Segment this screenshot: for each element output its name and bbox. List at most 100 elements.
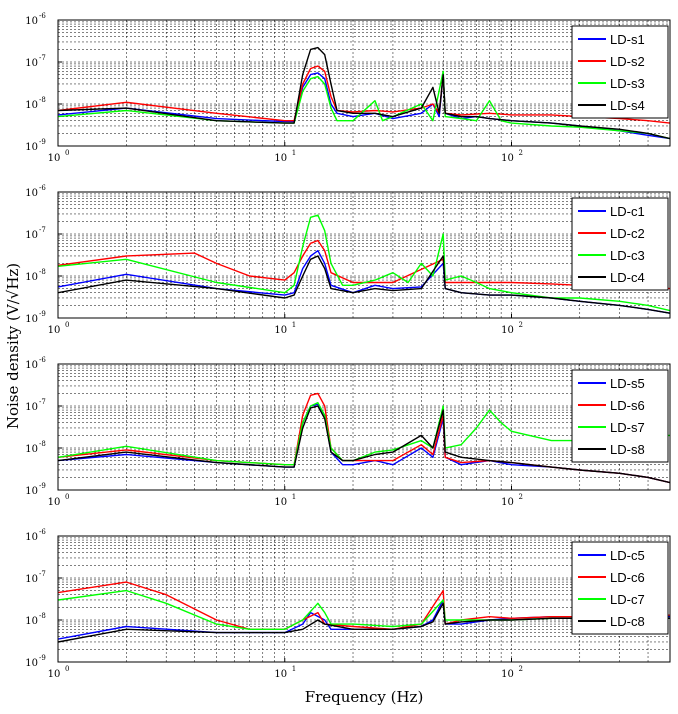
legend: LD-s5 LD-s6 LD-s7 LD-s8 — [571, 369, 669, 463]
series-group — [58, 581, 670, 643]
y-tick-label: 10 — [25, 314, 38, 325]
plot-frame — [57, 19, 671, 147]
y-tick-exponent: -7 — [39, 570, 46, 578]
x-tick-exponent: 0 — [65, 665, 69, 673]
series-line-LD-s8 — [58, 405, 670, 484]
chart-panel-2: 10 0 10 1 10 210 -910 -810 -710 -6LD-c1LD-c2LD-c3… — [25, 184, 671, 336]
y-tick-label: 10 — [25, 360, 38, 371]
legend-label: LD-c5 — [610, 548, 645, 563]
legend-label: LD-c7 — [610, 592, 645, 607]
y-tick-exponent: -9 — [39, 654, 46, 662]
y-tick-label: 10 — [25, 100, 38, 111]
grid — [58, 192, 670, 318]
legend: LD-c1 LD-c2 LD-c3 LD-c4 — [571, 197, 669, 291]
y-tick-label: 10 — [25, 658, 38, 669]
legend-box — [571, 25, 669, 119]
legend-label: LD-c1 — [610, 204, 645, 219]
legend-label: LD-c6 — [610, 570, 645, 585]
chart-panel-4: 10 0 10 1 10 210 -910 -810 -710 -6LD-c5LD-c6LD-c7… — [25, 528, 671, 680]
legend: LD-s1 LD-s2 LD-s3 LD-s4 — [571, 25, 669, 119]
y-tick-exponent: -9 — [39, 310, 46, 318]
y-tick-exponent: -6 — [39, 12, 46, 20]
y-tick-exponent: -6 — [39, 356, 46, 364]
x-tick-exponent: 0 — [65, 321, 69, 329]
series-group — [58, 214, 670, 314]
legend-label: LD-s5 — [610, 376, 645, 391]
series-line-LD-c4 — [58, 255, 670, 314]
series-group — [58, 392, 670, 484]
x-tick-exponent: 0 — [65, 493, 69, 501]
x-tick-label: 10 — [501, 669, 514, 680]
y-tick-exponent: -6 — [39, 528, 46, 536]
x-tick-label: 10 — [48, 153, 61, 164]
y-tick-label: 10 — [25, 616, 38, 627]
y-tick-exponent: -8 — [39, 268, 46, 276]
legend-label: LD-c4 — [610, 270, 645, 285]
legend-label: LD-c8 — [610, 614, 645, 629]
grid — [58, 364, 670, 490]
x-tick-label: 10 — [48, 325, 61, 336]
y-tick-label: 10 — [25, 444, 38, 455]
x-tick-label: 10 — [274, 325, 287, 336]
plot-frame — [57, 535, 671, 663]
legend-label: LD-c2 — [610, 226, 645, 241]
y-tick-label: 10 — [25, 230, 38, 241]
y-tick-exponent: -7 — [39, 398, 46, 406]
y-axis-label: Noise density (V/√Hz) — [4, 263, 22, 429]
series-group — [58, 46, 670, 140]
legend-label: LD-s1 — [610, 32, 645, 47]
chart-panel-1: 10 0 10 1 10 210 -910 -810 -710 -6LD-s1LD-s2LD-s3… — [25, 12, 671, 164]
legend: LD-c5 LD-c6 LD-c7 LD-c8 — [571, 541, 669, 635]
y-tick-label: 10 — [25, 402, 38, 413]
x-tick-exponent: 0 — [65, 149, 69, 157]
y-tick-label: 10 — [25, 58, 38, 69]
chart-panel-3: 10 0 10 1 10 210 -910 -810 -710 -6LD-s5LD-s6LD-s7… — [25, 356, 671, 508]
y-tick-label: 10 — [25, 486, 38, 497]
legend-box — [571, 369, 669, 463]
y-tick-exponent: -6 — [39, 184, 46, 192]
plot-frame — [57, 191, 671, 319]
y-tick-label: 10 — [25, 272, 38, 283]
x-tick-label: 10 — [501, 153, 514, 164]
series-line-LD-c6 — [58, 581, 670, 630]
x-tick-label: 10 — [274, 669, 287, 680]
y-tick-label: 10 — [25, 188, 38, 199]
legend-box — [571, 197, 669, 291]
series-line-LD-c2 — [58, 239, 670, 290]
legend-box — [571, 541, 669, 635]
y-tick-exponent: -9 — [39, 482, 46, 490]
y-tick-exponent: -9 — [39, 138, 46, 146]
legend-label: LD-c3 — [610, 248, 645, 263]
y-tick-exponent: -7 — [39, 226, 46, 234]
x-tick-label: 10 — [501, 497, 514, 508]
x-tick-label: 10 — [501, 325, 514, 336]
series-line-LD-s7 — [58, 402, 670, 466]
x-tick-label: 10 — [274, 497, 287, 508]
legend-label: LD-s2 — [610, 54, 645, 69]
legend-label: LD-s3 — [610, 76, 645, 91]
y-tick-exponent: -8 — [39, 440, 46, 448]
y-tick-exponent: -7 — [39, 54, 46, 62]
x-tick-label: 10 — [48, 497, 61, 508]
x-tick-exponent: 1 — [292, 665, 296, 673]
x-tick-exponent: 2 — [519, 149, 523, 157]
x-tick-exponent: 2 — [519, 321, 523, 329]
y-tick-label: 10 — [25, 574, 38, 585]
grid — [58, 536, 670, 662]
x-axis-label: Frequency (Hz) — [305, 688, 424, 706]
legend-label: LD-s6 — [610, 398, 645, 413]
legend-label: LD-s4 — [610, 98, 645, 113]
series-line-LD-s4 — [58, 46, 670, 140]
grid — [58, 20, 670, 146]
series-line-LD-c3 — [58, 214, 670, 312]
x-tick-exponent: 1 — [292, 493, 296, 501]
legend-label: LD-s7 — [610, 420, 645, 435]
y-tick-label: 10 — [25, 16, 38, 27]
x-tick-exponent: 1 — [292, 321, 296, 329]
plot-frame — [57, 363, 671, 491]
legend-label: LD-s8 — [610, 442, 645, 457]
y-tick-label: 10 — [25, 142, 38, 153]
y-tick-exponent: -8 — [39, 612, 46, 620]
y-tick-exponent: -8 — [39, 96, 46, 104]
series-line-LD-c8 — [58, 602, 670, 643]
